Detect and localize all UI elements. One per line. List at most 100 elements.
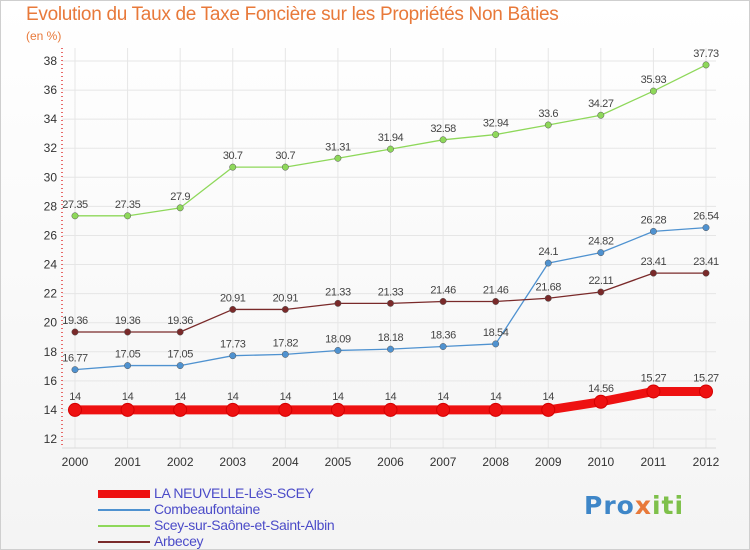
data-label: 31.31 [325, 141, 351, 153]
legend-item: Combeaufontaine [98, 501, 418, 518]
data-label: 27.35 [115, 199, 141, 211]
data-label: 18.18 [378, 332, 404, 344]
data-label: 19.36 [62, 315, 88, 327]
data-point [124, 212, 132, 220]
data-point [71, 328, 79, 336]
data-point [492, 340, 500, 348]
legend-label: Scey-sur-Saône-et-Saint-Albin [154, 517, 335, 533]
y-tick-label: 22 [44, 287, 58, 301]
data-point [334, 299, 342, 307]
data-label: 24.82 [588, 236, 614, 248]
data-label: 17.05 [115, 349, 141, 361]
y-tick-label: 32 [44, 141, 58, 155]
x-tick-label: 2000 [62, 455, 89, 469]
data-point [173, 402, 188, 417]
data-point [68, 402, 82, 417]
data-point [646, 384, 661, 399]
data-label: 14 [490, 391, 502, 403]
data-point [281, 163, 289, 171]
x-tick-label: 2001 [114, 455, 141, 469]
data-label: 32.58 [430, 123, 456, 135]
data-point [278, 402, 293, 417]
y-tick-label: 24 [44, 258, 58, 272]
data-label: 20.91 [273, 292, 299, 304]
legend-item: Scey-sur-Saône-et-Saint-Albin [98, 517, 418, 534]
data-point [387, 299, 394, 307]
x-tick-label: 2006 [377, 455, 404, 469]
data-point [281, 306, 289, 313]
brand-part-2: x [634, 491, 652, 520]
x-tick-label: 2003 [219, 455, 246, 469]
x-tick-label: 2007 [430, 455, 457, 469]
data-point [124, 328, 132, 336]
brand-logo: Proxiti [584, 491, 684, 520]
data-label: 35.93 [641, 74, 667, 86]
data-label: 32.94 [483, 118, 509, 130]
data-label: 14 [174, 391, 186, 403]
data-point [597, 249, 605, 257]
data-point [225, 402, 240, 417]
data-label: 34.27 [588, 98, 614, 110]
data-label: 19.36 [167, 315, 193, 327]
data-point [439, 298, 447, 305]
data-label: 17.73 [220, 339, 246, 351]
y-tick-label: 38 [44, 54, 58, 68]
x-tick-label: 2004 [272, 455, 299, 469]
legend-item: LA NEUVELLE-LèS-SCEY [98, 485, 418, 502]
y-tick-label: 14 [44, 403, 58, 417]
data-label: 14 [332, 391, 344, 403]
data-point [492, 131, 500, 139]
data-label: 21.46 [430, 284, 456, 296]
data-point [383, 402, 398, 417]
data-point [702, 61, 710, 69]
data-point [492, 298, 500, 305]
data-point [334, 154, 342, 162]
y-tick-label: 30 [44, 170, 58, 184]
x-tick-label: 2005 [325, 455, 352, 469]
data-label: 24.1 [538, 246, 558, 258]
data-label: 14 [69, 391, 81, 403]
data-point [120, 402, 135, 417]
data-point [229, 306, 237, 313]
x-tick-label: 2011 [641, 455, 667, 469]
data-label: 18.54 [483, 327, 509, 339]
data-label: 27.9 [170, 191, 190, 203]
x-tick-label: 2002 [167, 455, 194, 469]
data-point [544, 121, 552, 129]
data-label: 17.82 [273, 337, 299, 349]
data-label: 21.33 [325, 286, 351, 298]
data-label: 14 [543, 391, 555, 403]
data-label: 37.73 [693, 48, 719, 60]
data-point [281, 350, 289, 358]
legend-swatch [98, 541, 150, 543]
data-point [176, 362, 184, 370]
data-point [699, 384, 713, 399]
data-label: 14 [385, 391, 397, 403]
data-label: 26.54 [693, 211, 719, 223]
x-tick-label: 2012 [693, 455, 720, 469]
data-label: 30.7 [275, 150, 295, 162]
data-label: 14 [280, 391, 292, 403]
data-labels: 14 14 14 14 14 14 14 14 14 14 14.56 15.27 15.27 16.77… [62, 48, 719, 403]
data-point [439, 136, 447, 144]
data-label: 19.36 [115, 315, 141, 327]
y-tick-label: 16 [44, 374, 58, 388]
data-point [334, 347, 342, 354]
data-label: 33.6 [538, 108, 558, 120]
data-point [71, 212, 79, 220]
data-point [176, 204, 184, 212]
legend-label: Arbecey [154, 533, 204, 549]
data-point [229, 163, 237, 171]
brand-part-3: iti [651, 491, 685, 520]
data-point [541, 402, 556, 417]
legend: LA NEUVELLE-LèS-SCEY Combeaufontaine Scey-… [98, 485, 418, 550]
data-point [593, 394, 608, 409]
data-label: 22.11 [588, 275, 613, 287]
data-point [330, 402, 345, 417]
legend-label: Combeaufontaine [154, 501, 261, 517]
data-label: 30.7 [223, 150, 243, 162]
data-label: 23.41 [641, 256, 667, 268]
data-label: 18.09 [325, 333, 351, 345]
y-tick-label: 28 [44, 199, 58, 213]
